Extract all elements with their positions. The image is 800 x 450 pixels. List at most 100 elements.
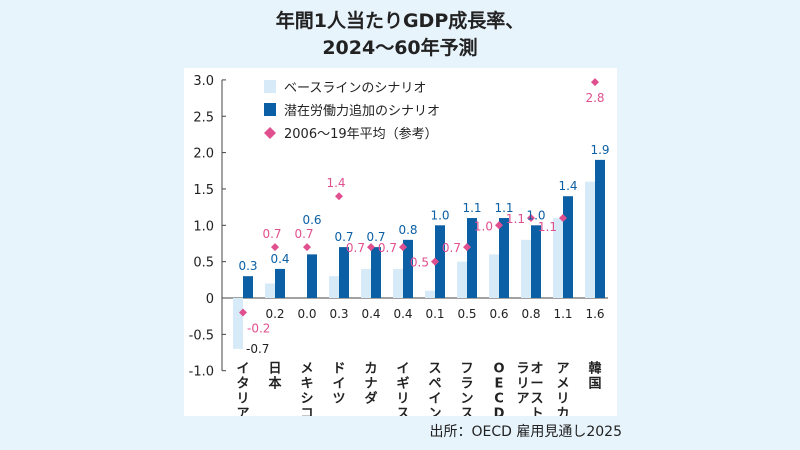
baseline-bar xyxy=(457,261,467,298)
baseline-bar xyxy=(265,283,275,298)
category-label-char: キ xyxy=(300,377,313,392)
labor-value-label: 1.1 xyxy=(494,201,513,215)
average-value-label: 1.0 xyxy=(474,219,493,233)
labor-value-label: 1.9 xyxy=(590,143,609,157)
average-diamond xyxy=(559,214,567,223)
average-diamond xyxy=(335,192,343,201)
baseline-bar xyxy=(553,218,563,298)
y-tick-label: -0.5 xyxy=(189,328,214,343)
category-label-char: オ xyxy=(530,362,543,377)
category-label-char: E xyxy=(495,377,504,392)
y-tick-label: 0.5 xyxy=(193,256,214,271)
baseline-value-label: 0.1 xyxy=(425,307,444,321)
category-label-char: ア xyxy=(236,407,249,416)
average-diamond xyxy=(495,221,503,230)
category-label-char: ラ xyxy=(516,362,529,377)
labor-bar xyxy=(371,247,381,298)
baseline-value-label: 0.4 xyxy=(361,307,380,321)
baseline-value-label: 0.8 xyxy=(521,307,540,321)
average-value-label: 2.8 xyxy=(585,91,604,105)
legend-swatch-average xyxy=(264,127,276,139)
baseline-value-label: 1.6 xyxy=(585,307,604,321)
labor-bar xyxy=(339,247,349,298)
category-label-char: リ xyxy=(556,392,569,407)
baseline-value-label: 0.4 xyxy=(393,307,412,321)
labor-value-label: 1.1 xyxy=(462,201,481,215)
category-label-char: ス xyxy=(396,407,409,416)
chart-panel: 3.0 2.5 2.0 1.5 1.0 0.5 0 -0.5 -1.0 -0.2 0.3 -0.7 イタ… xyxy=(184,68,617,416)
average-value-label: 0.7 xyxy=(442,241,461,255)
category-label-char: カ xyxy=(364,362,377,377)
category-label-char: コ xyxy=(300,407,313,416)
category-label-char: ト xyxy=(530,407,543,416)
category-label-char: イ xyxy=(236,362,249,377)
labor-value-label: 0.7 xyxy=(366,230,385,244)
category-label-char: イ xyxy=(332,377,345,392)
category-label-char: D xyxy=(494,407,505,416)
labor-bar xyxy=(307,254,317,298)
category-label-char: ア xyxy=(516,392,529,407)
labor-value-label: 0.8 xyxy=(398,223,417,237)
category-label-char: ン xyxy=(428,407,441,416)
category-label-char: ー xyxy=(530,377,543,392)
category-label-char: 韓 xyxy=(588,361,601,377)
labor-bar xyxy=(243,276,253,298)
average-diamond xyxy=(367,243,375,252)
labor-bar xyxy=(595,159,605,298)
average-diamond xyxy=(463,243,471,252)
labor-bar xyxy=(467,218,477,298)
baseline-value-label: 0.5 xyxy=(457,307,476,321)
category-label-char: タ xyxy=(236,377,249,392)
average-diamond xyxy=(591,78,599,87)
baseline-bar xyxy=(425,290,435,298)
legend-swatch-baseline xyxy=(264,80,276,93)
baseline-bar xyxy=(233,298,243,349)
category-label-char: 日 xyxy=(268,362,281,377)
category-label-char: イ xyxy=(428,392,441,407)
baseline-bar xyxy=(585,181,595,298)
baseline-value-label: 0.2 xyxy=(265,307,284,321)
category-label-char: ツ xyxy=(332,392,345,407)
labor-value-label: 0.6 xyxy=(302,213,321,227)
baseline-value-label: 0.0 xyxy=(297,307,316,321)
chart: 3.02.52.01.51.00.50-0.5-1.0-0.20.3-0.7イタ… xyxy=(189,74,610,416)
average-value-label: 1.4 xyxy=(326,176,345,190)
baseline-bar xyxy=(489,254,499,298)
labor-value-label: 0.3 xyxy=(238,259,257,273)
category-label-char: シ xyxy=(300,392,313,407)
category-label-char: イ xyxy=(396,362,409,377)
category-label-char: O xyxy=(493,362,504,377)
category-label-char: ス xyxy=(428,362,441,377)
y-tick-label: -1.0 xyxy=(189,365,214,380)
category-label-char: ギ xyxy=(396,376,409,392)
average-value-label: 0.7 xyxy=(262,227,281,241)
labor-bar xyxy=(531,225,541,298)
category-label-char: ス xyxy=(460,407,473,416)
average-diamond xyxy=(431,257,439,266)
category-label-char: C xyxy=(494,392,504,407)
y-tick-label: 1.0 xyxy=(193,219,214,234)
category-label-char: ン xyxy=(460,392,473,407)
labor-value-label: 0.7 xyxy=(334,230,353,244)
category-label-char: メ xyxy=(300,362,313,377)
average-value-label: 0.7 xyxy=(378,241,397,255)
baseline-bar xyxy=(393,268,403,298)
average-diamond xyxy=(271,243,279,252)
category-label-char: ナ xyxy=(364,377,377,392)
labor-value-label: 1.4 xyxy=(558,179,577,193)
chart-title: 年間1人当たりGDP成長率、 2024～60年予測 xyxy=(0,8,800,62)
y-tick-label: 2.5 xyxy=(193,110,214,125)
labor-bar xyxy=(499,218,509,298)
legend-label-average: 2006～19年平均（参考） xyxy=(284,126,438,142)
baseline-value-label: 1.1 xyxy=(553,307,572,321)
labor-bar xyxy=(275,268,285,298)
average-value-label: 1.1 xyxy=(506,212,525,226)
category-label-char: ア xyxy=(556,362,569,377)
average-diamond xyxy=(303,243,311,252)
baseline-value-label: 0.6 xyxy=(489,307,508,321)
average-value-label: 0.5 xyxy=(410,256,429,270)
legend-swatch-labor xyxy=(264,103,276,116)
source-note: 出所：OECD 雇用見通し2025 xyxy=(429,424,623,440)
average-value-label: 1.1 xyxy=(538,220,557,234)
average-diamond xyxy=(399,243,407,252)
